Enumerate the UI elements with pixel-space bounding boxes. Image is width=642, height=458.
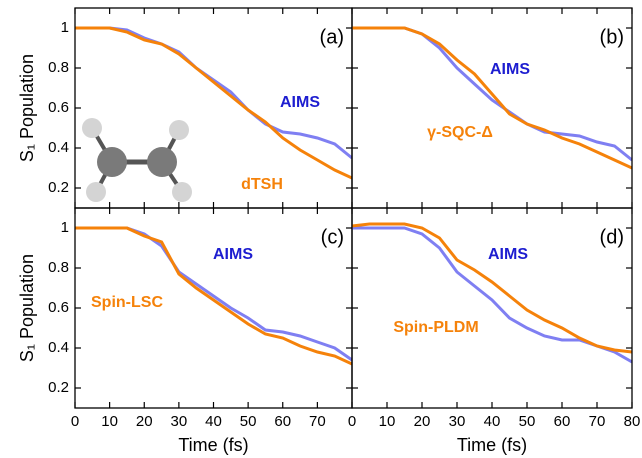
x-tick-label: 60 [554,413,571,430]
panel-tag: (b) [600,26,624,48]
x-tick-label: 70 [589,413,606,430]
x-tick-label: 40 [484,413,501,430]
series-line [352,26,632,170]
series-label: AIMS [488,246,528,263]
series-line [75,26,352,180]
y-tick-label: 1 [61,19,69,36]
x-axis-label: Time (fs) [178,435,248,455]
series-label: Spin-LSC [91,294,163,311]
series-line [75,226,352,366]
x-tick-label: 30 [171,413,188,430]
series-label: Spin-PLDM [393,319,478,336]
plot-frame [351,207,633,409]
y-tick-label: 0.6 [48,299,69,316]
x-tick-label: 0 [348,413,356,430]
x-tick-label: 50 [240,413,257,430]
y-tick-label: 0.2 [48,379,69,396]
series-label: AIMS [280,94,320,111]
x-tick-label: 80 [624,413,641,430]
y-axis-label: S₁ Population [17,54,37,162]
panel-tag: (a) [320,26,344,48]
x-tick-label: 0 [71,413,79,430]
series-label: γ-SQC-Δ [427,124,493,141]
x-tick-label: 60 [274,413,291,430]
x-tick-label: 70 [309,413,326,430]
x-tick-label: 20 [136,413,153,430]
x-tick-label: 20 [414,413,431,430]
series-label: AIMS [490,61,530,78]
x-tick-label: 50 [519,413,536,430]
plot-frame [351,7,633,209]
panel-tag: (c) [321,226,344,248]
series-line [75,26,352,160]
series-label: dTSH [241,176,283,193]
y-axis-label: S₁ Population [17,254,37,362]
x-tick-label: 40 [205,413,222,430]
y-tick-label: 0.2 [48,179,69,196]
y-tick-label: 1 [61,219,69,236]
x-tick-label: 10 [379,413,396,430]
molecule [82,118,192,202]
y-tick-label: 0.4 [48,339,69,356]
series-label: AIMS [213,246,253,263]
x-tick-label: 10 [101,413,118,430]
y-tick-label: 0.8 [48,59,69,76]
y-tick-label: 0.6 [48,99,69,116]
x-axis-label: Time (fs) [457,435,527,455]
x-tick-label: 30 [449,413,466,430]
y-tick-label: 0.4 [48,139,69,156]
series-line [352,222,632,354]
y-tick-label: 0.8 [48,259,69,276]
panel-tag: (d) [600,226,624,248]
